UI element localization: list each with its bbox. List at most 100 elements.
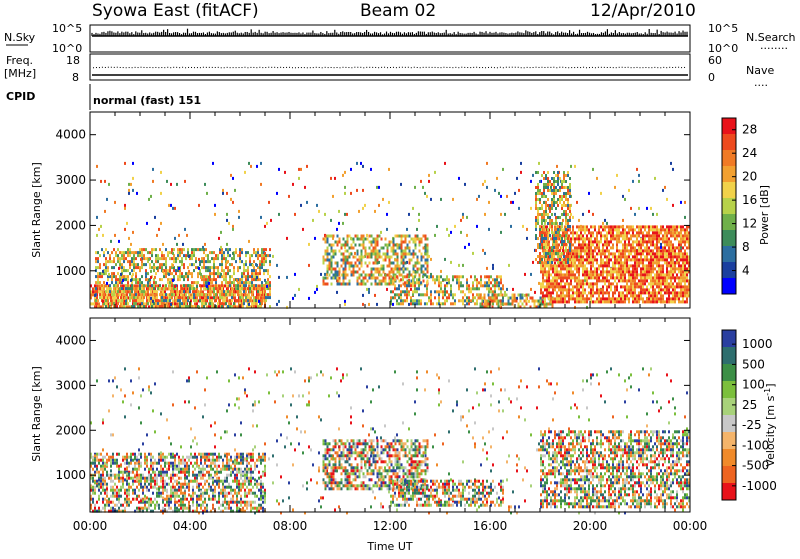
range-gate-cell [578,243,580,246]
nave-point [319,67,320,68]
range-gate-cell [670,276,672,279]
range-gate-cell [578,276,580,279]
range-gate-cell [680,282,682,285]
range-gate-cell [662,279,664,282]
range-gate-cell [646,276,648,279]
range-gate-cell [498,303,500,306]
range-gate-cell [680,294,682,297]
range-gate-cell [624,228,626,231]
nave-point [96,67,97,68]
range-gate-cell [654,231,656,234]
range-gate-cell [163,257,165,260]
range-gate-cell [430,302,432,305]
range-gate-cell [582,243,584,246]
nave-point [669,67,670,68]
range-gate-cell [632,234,634,237]
range-gate-cell [654,276,656,279]
range-gate-cell [418,281,420,284]
range-gate-cell [217,302,219,305]
range-gate-cell [381,283,383,286]
range-gate-cell [124,207,126,210]
range-gate-cell [157,260,159,263]
range-gate-cell [343,277,345,280]
range-gate-cell [425,238,427,241]
range-gate-cell [404,281,406,284]
range-gate-cell [133,260,135,263]
range-gate-cell [395,253,397,256]
range-gate-cell [215,254,217,257]
range-gate-cell [634,285,636,288]
range-gate-cell [393,238,395,241]
range-gate-cell [249,281,251,284]
range-gate-cell [580,279,582,282]
range-gate-cell [664,246,666,249]
range-gate-cell [680,234,682,237]
range-gate-cell [586,225,588,228]
range-gate-cell [456,278,458,281]
range-gate-cell [498,287,500,290]
nave-point [292,67,293,68]
range-gate-cell [124,162,126,165]
range-gate-cell [182,243,184,246]
range-gate-cell [316,285,318,288]
range-gate-cell [678,240,680,243]
range-gate-cell [234,293,236,296]
range-gate-cell [189,287,191,290]
range-gate-cell [650,237,652,240]
range-gate-cell [672,267,674,270]
range-gate-cell [308,264,310,267]
range-gate-cell [620,261,622,264]
range-gate-cell [107,287,109,290]
range-gate-cell [666,288,668,291]
range-gate-cell [580,243,582,246]
range-gate-cell [121,290,123,293]
range-gate-cell [213,260,215,263]
range-gate-cell [153,248,155,251]
range-gate-cell [542,276,544,279]
range-gate-cell [325,238,327,241]
range-gate-cell [401,259,403,262]
range-gate-cell [135,251,137,254]
range-gate-cell [646,300,648,303]
range-gate-cell [640,240,642,243]
nave-point [313,67,314,68]
range-gate-cell [584,288,586,291]
range-gate-cell [672,294,674,297]
range-gate-cell [139,269,141,272]
range-gate-cell [171,293,173,296]
range-gate-cell [329,262,331,265]
range-gate-cell [576,267,578,270]
range-gate-cell [222,192,224,195]
range-gate-cell [175,299,177,302]
range-gate-cell [658,276,660,279]
range-gate-cell [656,297,658,300]
nave-point [117,67,118,68]
range-gate-cell [632,264,634,267]
range-gate-cell [610,276,612,279]
range-gate-cell [438,275,440,278]
range-gate-cell [120,296,122,299]
range-gate-cell [488,284,490,287]
nave-point [666,67,667,68]
range-gate-cell [632,297,634,300]
range-gate-cell [496,294,498,297]
range-gate-cell [482,297,484,300]
range-gate-cell [554,273,556,276]
range-gate-cell [353,268,355,271]
range-gate-cell [606,264,608,267]
range-gate-cell [574,261,576,264]
range-gate-cell [135,266,137,269]
range-gate-cell [167,281,169,284]
range-gate-cell [586,300,588,303]
range-gate-cell [598,252,600,255]
range-gate-cell [324,213,326,216]
range-gate-cell [434,234,436,237]
range-gate-cell [578,270,580,273]
range-gate-cell [594,273,596,276]
range-gate-cell [264,252,266,255]
range-gate-cell [676,294,678,297]
range-gate-cell [582,297,584,300]
range-gate-cell [636,285,638,288]
range-gate-cell [650,282,652,285]
range-gate-cell [548,273,550,276]
